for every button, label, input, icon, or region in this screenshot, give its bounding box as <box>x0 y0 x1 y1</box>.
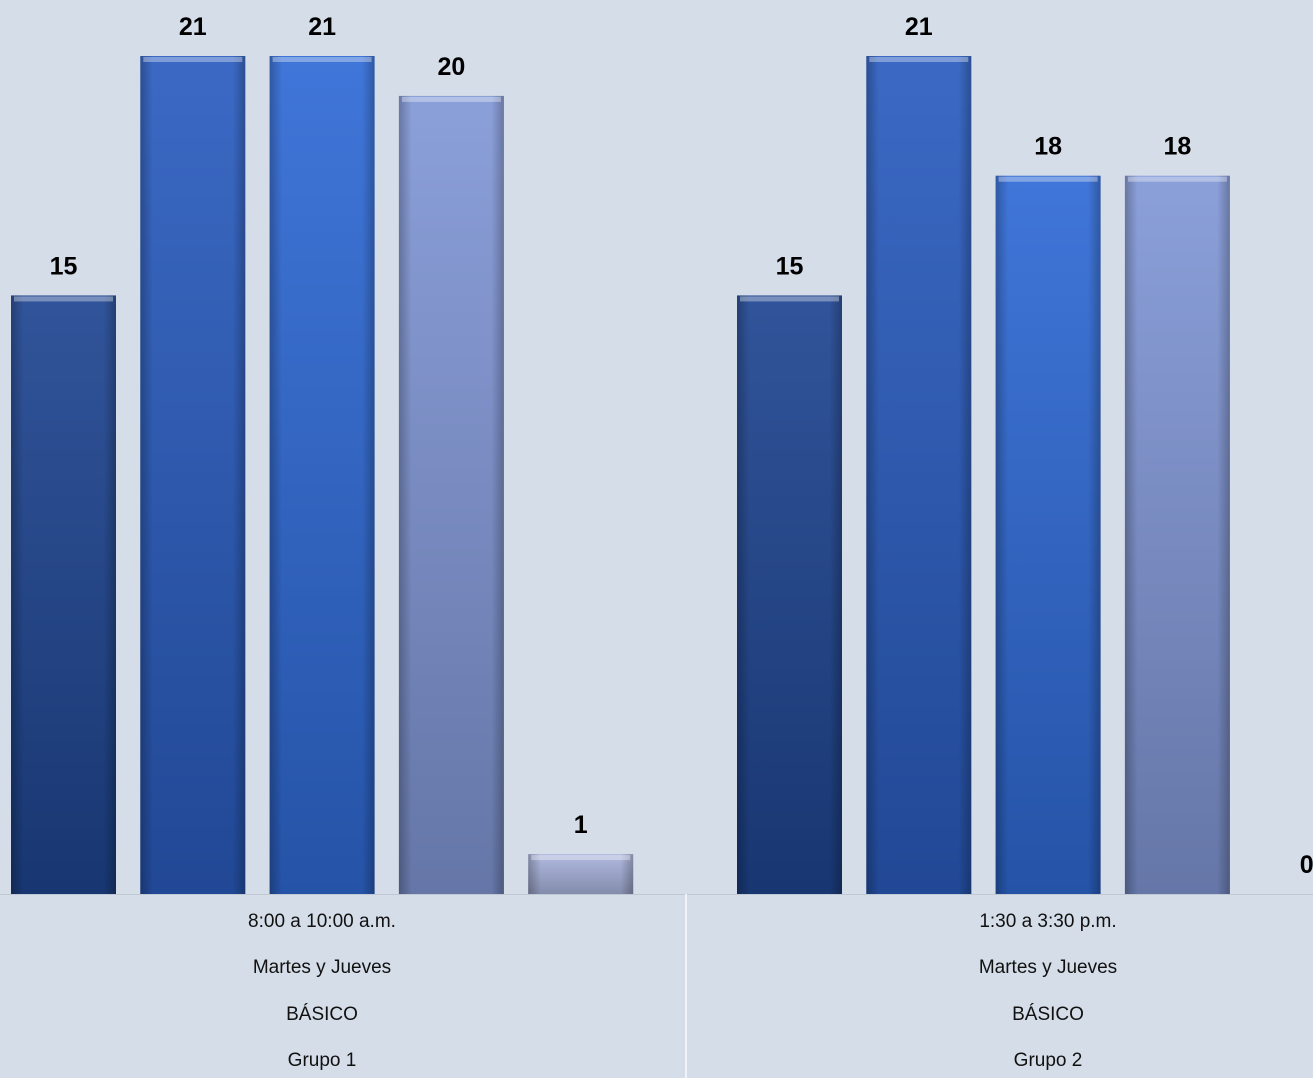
category-label: BÁSICO <box>1012 1004 1084 1025</box>
value-label: 20 <box>437 53 465 81</box>
value-label: 15 <box>776 252 804 280</box>
bar-highlight <box>401 96 501 102</box>
value-label: 21 <box>308 13 336 41</box>
bar-bevel <box>528 854 634 894</box>
bar-highlight <box>272 57 372 62</box>
bar-highlight <box>740 296 839 302</box>
bar-highlight <box>1127 176 1227 182</box>
bar-bevel <box>866 56 972 894</box>
category-label: Martes y Jueves <box>253 957 391 978</box>
category-label: BÁSICO <box>286 1004 358 1025</box>
category-label: Martes y Jueves <box>979 957 1117 978</box>
category-label: Grupo 2 <box>1014 1050 1083 1071</box>
value-label: 21 <box>905 13 933 41</box>
value-labels-layer: 15 21 21 20 1 15 21 18 18 0 <box>50 13 1313 879</box>
bar-bevel <box>995 175 1101 894</box>
value-label: 1 <box>574 811 588 839</box>
category-axis: 8:00 a 10:00 a.m. Martes y Jueves BÁSICO Gr… <box>0 894 1313 1078</box>
bar-bevel <box>269 56 375 894</box>
category-label: 8:00 a 10:00 a.m. <box>248 911 396 932</box>
value-label: 21 <box>179 13 207 41</box>
bar-bevel <box>1124 175 1230 894</box>
bar-bevel <box>11 295 116 894</box>
bar-bevel <box>140 56 246 894</box>
value-label: 15 <box>50 252 78 280</box>
value-label: 18 <box>1034 133 1062 161</box>
value-label: 0 <box>1300 851 1313 879</box>
bar-highlight <box>14 296 113 302</box>
bar-bevel <box>737 295 842 894</box>
bar-highlight <box>869 57 969 62</box>
category-label: 1:30 a 3:30 p.m. <box>979 911 1116 932</box>
bar-highlight <box>998 176 1098 182</box>
bar-bevel <box>398 95 504 894</box>
bar-highlight <box>143 57 243 62</box>
category-label: Grupo 1 <box>288 1050 357 1071</box>
bar-highlight <box>531 855 631 861</box>
value-label: 18 <box>1163 133 1191 161</box>
bars-layer <box>11 56 1230 894</box>
